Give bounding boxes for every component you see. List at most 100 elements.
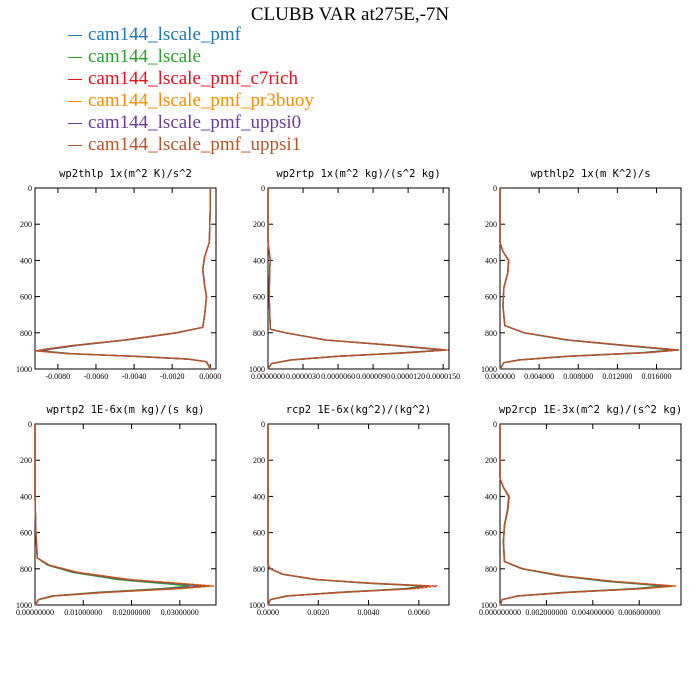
figure-title: CLUBB VAR at275E,-7N (250, 4, 450, 25)
y-tick-label: 400 (253, 256, 265, 265)
legend-entry: cam144_lscale_pmf (68, 24, 314, 46)
legend-entry: cam144_lscale (68, 46, 314, 68)
series-line (34, 424, 210, 606)
y-tick-label: 600 (485, 293, 497, 302)
legend-label: cam144_lscale_pmf_c7rich (88, 68, 298, 89)
y-tick-label: 600 (253, 529, 265, 538)
y-tick-label: 400 (253, 492, 265, 501)
y-tick-label: 800 (20, 329, 32, 338)
x-tick-label: 0.0000 (199, 372, 221, 381)
x-tick-label: 0.0000120 (391, 372, 425, 381)
plot-frame (34, 187, 217, 370)
y-tick-label: 0 (493, 184, 497, 193)
plot-frame (499, 187, 682, 370)
y-tick-label: 200 (485, 456, 497, 465)
series-line (267, 188, 447, 370)
y-tick-label: 1000 (481, 601, 497, 610)
x-tick-label: 0.0000060 (321, 372, 355, 381)
legend: cam144_lscale_pmf cam144_lscale cam144_l… (68, 24, 314, 156)
series-line (267, 424, 428, 606)
y-tick-label: 0 (28, 184, 32, 193)
y-tick-label: 0 (493, 420, 497, 429)
x-tick-label: 0.00000000 (16, 608, 54, 617)
y-tick-label: 0 (261, 420, 265, 429)
y-tick-label: 1000 (249, 365, 265, 374)
x-tick-label: -0.0020 (160, 372, 185, 381)
panel-title: wprtp2 1E-6x(m kg)/(s kg) (46, 404, 204, 416)
y-tick-label: 1000 (249, 601, 265, 610)
y-tick-label: 200 (20, 220, 32, 229)
x-tick-label: 0.000000000 (479, 608, 521, 617)
x-tick-label: 0.000000 (485, 372, 515, 381)
chart-panel: rcp2 1E-6x(kg^2)/(kg^2) 0 200 400 600 800 1000… (249, 404, 450, 617)
series-line (499, 424, 677, 606)
y-tick-label: 800 (253, 329, 265, 338)
y-tick-label: 400 (485, 492, 497, 501)
x-tick-label: 0.0040 (358, 608, 380, 617)
legend-swatch (68, 35, 82, 37)
y-tick-label: 200 (253, 220, 265, 229)
x-tick-label: 0.008000 (563, 372, 593, 381)
x-tick-label: 0.016000 (642, 372, 672, 381)
series-line (267, 424, 430, 606)
y-tick-label: 200 (485, 220, 497, 229)
series-line (34, 424, 213, 606)
plot-frame (267, 187, 450, 370)
series-line (499, 424, 673, 606)
y-tick-label: 400 (20, 256, 32, 265)
series-line (267, 188, 449, 370)
chart-panel: wp2thlp 1x(m^2 K)/s^2 0 200 400 600 800 1000 -0… (16, 168, 221, 381)
x-tick-label: 0.002000000 (525, 608, 567, 617)
legend-entry: cam144_lscale_pmf_uppsi0 (68, 112, 314, 134)
y-tick-label: 600 (253, 293, 265, 302)
chart-panel: wp2rtp 1x(m^2 kg)/(s^2 kg) 0 200 400 600 800 1… (249, 168, 460, 381)
series-line (34, 424, 215, 606)
y-tick-label: 1000 (481, 365, 497, 374)
x-tick-label: 0.0060 (408, 608, 430, 617)
series-line (36, 188, 211, 370)
x-tick-label: 0.03000000 (161, 608, 199, 617)
x-tick-label: -0.0040 (122, 372, 147, 381)
x-tick-label: 0.0000 (257, 608, 279, 617)
x-tick-label: 0.0000150 (426, 372, 460, 381)
y-tick-label: 800 (253, 565, 265, 574)
panel-title: rcp2 1E-6x(kg^2)/(kg^2) (286, 404, 431, 416)
x-tick-label: 0.0000030 (286, 372, 320, 381)
legend-entry: cam144_lscale_pmf_uppsi1 (68, 134, 314, 156)
y-tick-label: 200 (20, 456, 32, 465)
series-line (36, 188, 211, 370)
legend-label: cam144_lscale_pmf_pr3buoy (88, 90, 314, 111)
y-tick-label: 600 (20, 293, 32, 302)
legend-swatch (68, 101, 82, 103)
chart-panel: wpthlp2 1x(m K^2)/s020040060080010000.00… (481, 168, 682, 381)
y-tick-label: 800 (485, 565, 497, 574)
plot-frame (499, 423, 682, 606)
legend-label: cam144_lscale_pmf (88, 24, 242, 45)
y-tick-label: 400 (485, 256, 497, 265)
chart-panel: wprtp2 1E-6x(m kg)/(s kg) 0 200 400 600 800 10… (16, 404, 217, 617)
series-line (267, 424, 438, 606)
series-line (499, 188, 680, 370)
x-tick-label: -0.0060 (84, 372, 109, 381)
y-tick-label: 1000 (16, 365, 32, 374)
y-tick-label: 200 (253, 456, 265, 465)
series-line (34, 424, 212, 606)
series-line (267, 424, 433, 606)
y-tick-label: 800 (20, 565, 32, 574)
series-line (35, 188, 211, 370)
x-tick-label: 0.004000 (524, 372, 554, 381)
panel-title: wp2rcp 1E-3x(m^2 kg)/(s^2 kg) (499, 404, 682, 416)
y-tick-label: 1000 (16, 601, 32, 610)
chart-panel: wp2rcp 1E-3x(m^2 kg)/(s^2 kg)0 200 400 600 8… (479, 404, 682, 617)
x-tick-label: 0.02000000 (113, 608, 151, 617)
y-tick-label: 400 (20, 492, 32, 501)
series-line (267, 424, 423, 606)
legend-swatch (68, 145, 82, 147)
series-line (41, 188, 211, 370)
series-line (267, 424, 431, 606)
series-line (40, 188, 211, 370)
legend-label: cam144_lscale_pmf_uppsi0 (88, 112, 302, 133)
legend-label: cam144_lscale (88, 46, 201, 67)
y-tick-label: 0 (28, 420, 32, 429)
